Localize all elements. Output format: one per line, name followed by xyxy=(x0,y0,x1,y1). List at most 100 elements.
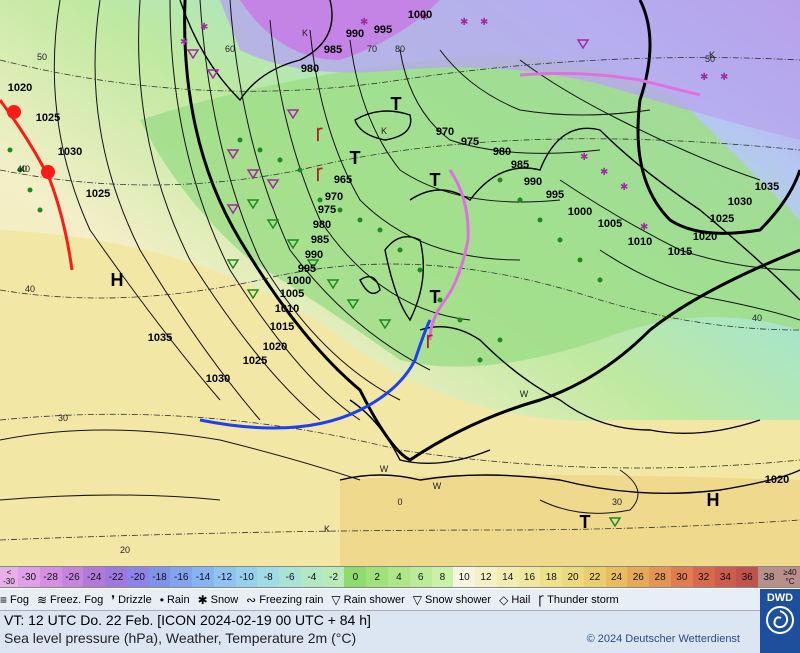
svg-text:✱: ✱ xyxy=(640,222,648,233)
occluded-front xyxy=(428,169,470,341)
temperature-isoline-label: 30 xyxy=(612,497,622,507)
scale-cell: 16 xyxy=(518,567,541,587)
scale-cell: 10 xyxy=(453,567,476,587)
legend-item: ▽ Rain shower xyxy=(331,592,404,607)
rain-symbols xyxy=(7,137,603,363)
europe-coast xyxy=(349,127,800,464)
thunderstorm-symbols: Ꞅ Ꞅ Ꞅ xyxy=(316,126,433,349)
scale-below-top: < xyxy=(6,568,12,577)
scale-cell: 38 xyxy=(758,567,780,587)
scale-cell: -2 xyxy=(322,567,345,587)
legend-label: Drizzle xyxy=(118,593,152,606)
legend-item: ❜ Drizzle xyxy=(111,593,152,606)
valid-time-label: VT: 12 UTC Do. 22 Feb. [ICON 2024-02-19 … xyxy=(4,612,371,628)
pressure-label: 1030 xyxy=(206,373,230,385)
legend-label: Thunder storm xyxy=(547,593,619,606)
scale-cell: -16 xyxy=(170,567,193,587)
legend-label: Fog xyxy=(10,593,29,606)
svg-text:✱: ✱ xyxy=(620,182,628,193)
pressure-label: 970 xyxy=(325,191,343,203)
pressure-label: 1030 xyxy=(728,196,752,208)
svg-text:Ꞅ: Ꞅ xyxy=(316,126,323,142)
pressure-label: 1025 xyxy=(36,112,60,124)
iceland-coast xyxy=(354,110,412,141)
scale-cell: 34 xyxy=(714,567,737,587)
temperature-isolines xyxy=(0,57,800,541)
greenland-coast xyxy=(179,0,333,102)
scale-cell: -26 xyxy=(61,567,84,587)
isobar-1015-bold-east xyxy=(636,0,800,235)
temperature-isoline-label: 20 xyxy=(120,545,130,555)
temperature-isoline-label: 70 xyxy=(367,44,377,54)
rain-icon: • xyxy=(159,592,164,607)
pressure-label: 1015 xyxy=(668,246,692,258)
pressure-label: 1035 xyxy=(755,181,779,193)
temperature-color-scale: < -30 -30 -28 -26 -24 -22 -20 -18 -16 -14 -12 -10-… xyxy=(0,566,800,588)
scale-cell: 18 xyxy=(540,567,563,587)
pressure-label: 1005 xyxy=(598,218,622,230)
scale-cell: 12 xyxy=(475,567,497,587)
svg-text:Ꞅ: Ꞅ xyxy=(426,333,433,349)
legend-item: • Rain xyxy=(159,592,190,607)
pressure-label: 975 xyxy=(318,204,336,216)
temperature-isoline-label: 40 xyxy=(17,164,27,174)
pressure-label: 990 xyxy=(305,249,323,261)
temperature-isoline-label: 40 xyxy=(20,164,30,174)
warm-air-label: W xyxy=(433,481,442,491)
pressure-label: 1015 xyxy=(270,321,294,333)
scale-cell-below: < -30 xyxy=(0,567,18,587)
pressure-label: 1010 xyxy=(275,303,299,315)
freezing-fog-icon: ≋ xyxy=(36,592,48,607)
green-zone xyxy=(140,55,800,367)
scale-cell: 4 xyxy=(388,567,410,587)
temperature-isoline-label: 0 xyxy=(397,497,402,507)
weather-legend: ≡ Fog ≋ Freez. Fog ❜ Drizzle • Rain ✱ Snow ∾ Freezi… xyxy=(0,589,760,611)
fog-icon: ≡ xyxy=(0,592,8,607)
scale-cell: -4 xyxy=(300,567,323,587)
low-pressure-label: T xyxy=(430,287,441,307)
scale-cell: 8 xyxy=(431,567,454,587)
temperature-isoline-label: 80 xyxy=(395,44,405,54)
scale-cell: -6 xyxy=(279,567,301,587)
legend-item: ◇ Hail xyxy=(499,593,531,606)
scale-cell: 24 xyxy=(605,567,628,587)
temperature-isoline-label: 40 xyxy=(752,313,762,323)
scale-cell: -24 xyxy=(83,567,106,587)
legend-label: Snow xyxy=(210,593,239,606)
temperature-isoline-label: 50 xyxy=(705,54,715,64)
legend-label: Freez. Fog xyxy=(50,593,104,606)
pressure-label: 1020 xyxy=(765,474,789,486)
shower-symbols xyxy=(226,199,622,528)
low-pressure-label: T xyxy=(430,170,441,190)
dwd-logo: DWD xyxy=(760,589,800,653)
scale-above-top: ≥40 xyxy=(783,568,797,577)
map-subtitle: Sea level pressure (hPa), Weather, Tempe… xyxy=(4,630,357,646)
legend-item: ✱ Snow xyxy=(197,592,239,607)
scale-cell: 2 xyxy=(366,567,389,587)
scale-cell: -22 xyxy=(105,567,127,587)
snow-icon: ✱ xyxy=(197,592,208,607)
scale-below-bottom: -30 xyxy=(3,577,15,586)
pressure-label: 1020 xyxy=(693,231,717,243)
svg-text:✱: ✱ xyxy=(460,17,468,28)
pressure-label: 1000 xyxy=(568,206,592,218)
pressure-label: 980 xyxy=(493,146,511,158)
cold-air-label: K xyxy=(302,28,308,38)
scale-cell: 14 xyxy=(496,567,519,587)
scale-cell: -18 xyxy=(148,567,171,587)
scale-cell-above: ≥40 °C xyxy=(780,567,800,587)
uk-coast xyxy=(359,236,424,322)
temperature-isoline-label: 60 xyxy=(225,44,235,54)
pressure-label: 1000 xyxy=(408,9,432,21)
dwd-logo-text: DWD xyxy=(766,592,794,604)
pressure-label: 1010 xyxy=(628,236,652,248)
scale-cell: 30 xyxy=(670,567,693,587)
svg-text:✱: ✱ xyxy=(180,37,188,48)
pressure-label: 1025 xyxy=(243,355,267,367)
pressure-label: 1020 xyxy=(263,341,287,353)
snow-symbols: ✱ ✱ ✱ ✱ ✱ ✱ ✱ ✱ ✱ ✱ ✱ ✱ xyxy=(180,12,728,233)
legend-label: Hail xyxy=(511,593,531,606)
low-pressure-label: T xyxy=(580,512,591,532)
rain-shower-icon: ▽ xyxy=(331,592,341,607)
temperature-isoline-label: 40 xyxy=(25,284,35,294)
